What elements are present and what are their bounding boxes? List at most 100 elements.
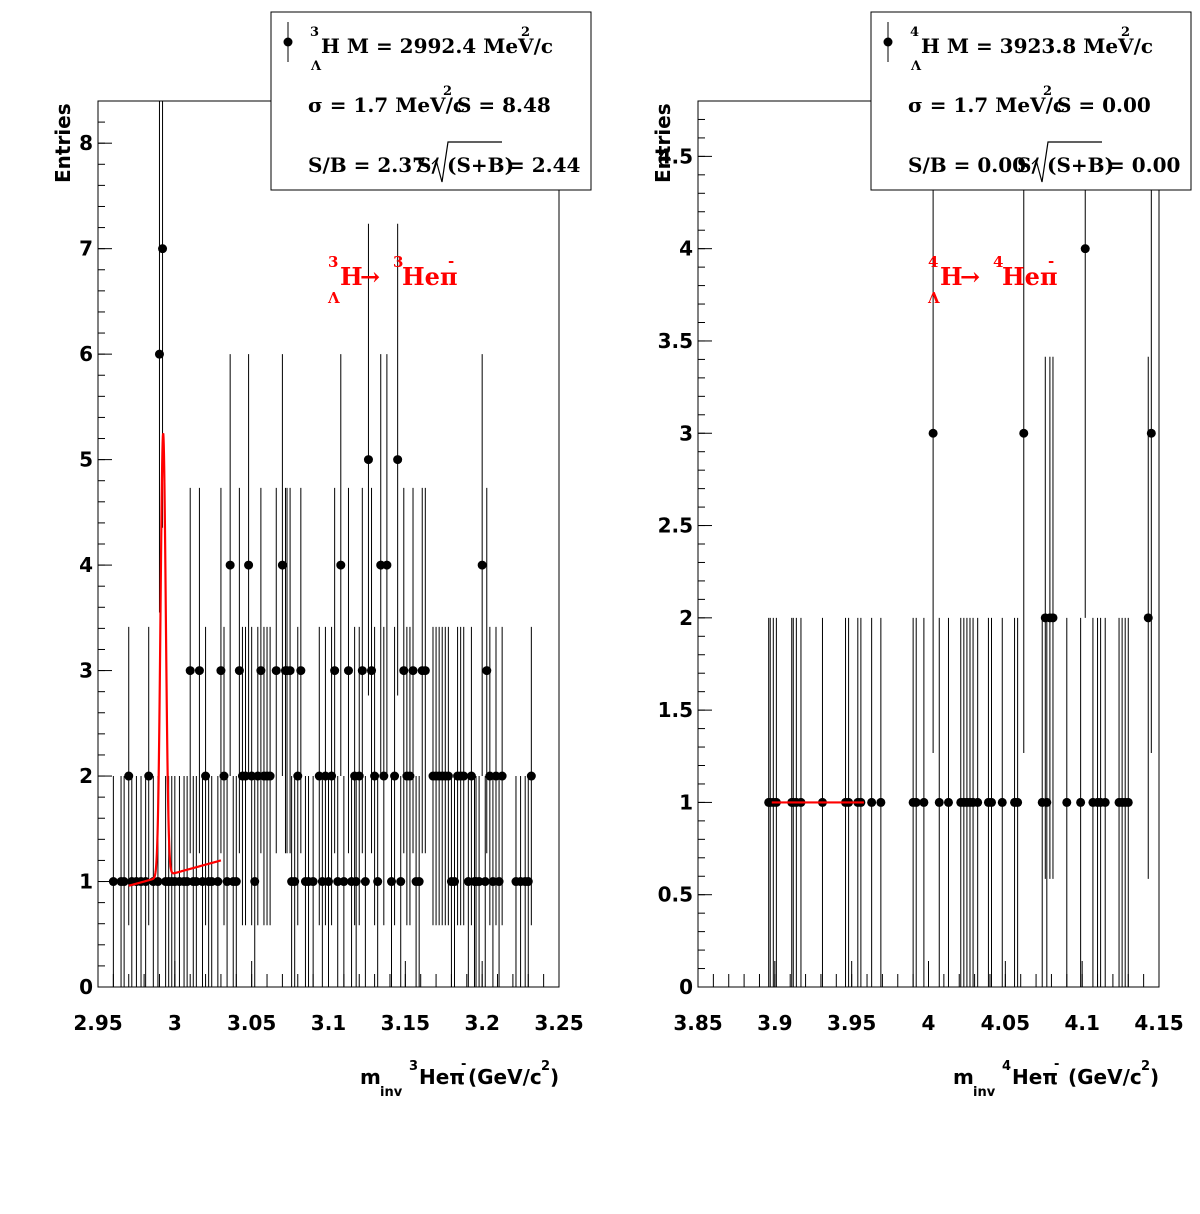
left-data-point	[277, 560, 287, 570]
left-stats-signal: S = 8.48	[457, 93, 551, 117]
left-data-point	[293, 771, 303, 781]
left-data-point	[330, 666, 340, 676]
left-fit-curve	[128, 433, 222, 887]
left-data-point	[387, 877, 397, 887]
left-xtick-label: 3.25	[534, 1011, 583, 1035]
left-panel: 2.95 3 3.05 3.1 3.15 3.2 3.25 0 1 2 3 4 5 6 7 8 Entrie…	[51, 11, 592, 1100]
right-stats-sig-prefix: S/	[1017, 153, 1039, 177]
right-xtick-label: 3.85	[673, 1011, 722, 1035]
right-data-point	[987, 797, 997, 807]
right-xtick-label: 4.15	[1134, 1011, 1183, 1035]
left-data-point	[144, 771, 154, 781]
left-ytick-label: 3	[79, 659, 93, 683]
left-data-point	[459, 771, 469, 781]
left-data-point	[443, 771, 453, 781]
right-decay-minus: -	[1048, 252, 1054, 270]
left-data-point	[265, 771, 275, 781]
left-data-point	[234, 666, 244, 676]
right-stats-sigma-sq: 2	[1043, 84, 1052, 99]
left-stats-box: 3 Λ H M = 2992.4 MeV/c 2 σ = 1.7 MeV/c 2…	[270, 11, 592, 191]
left-data-point	[339, 877, 349, 887]
left-data-point	[393, 455, 403, 465]
right-ytick-label: 4.5	[658, 144, 693, 168]
left-data-point	[357, 666, 367, 676]
left-data-point	[360, 877, 370, 887]
left-data-point	[414, 877, 424, 887]
left-data-point	[390, 771, 400, 781]
right-stats-mass-sq: 2	[1121, 25, 1130, 40]
right-panel: 3.85 3.9 3.95 4 4.05 4.1 4.15 0 0.5 1 1.5 2 2.5 3 3.5…	[651, 11, 1192, 1100]
left-ytick-label: 0	[79, 975, 93, 999]
left-data-point	[216, 666, 226, 676]
left-decay-he: Heπ	[402, 262, 458, 291]
left-data-point	[153, 877, 163, 887]
left-stats-iso: 3	[310, 25, 319, 40]
left-decay-lambda: Λ	[327, 289, 340, 307]
right-ytick-label: 3.5	[658, 329, 693, 353]
right-decay-label: 4 Λ H → 4 Heπ -	[927, 252, 1058, 307]
left-data-point	[526, 771, 536, 781]
left-data-point	[336, 560, 346, 570]
left-xlabel: m inv 3 Heπ - (GeV/c 2 )	[360, 1057, 559, 1100]
left-data-point	[494, 877, 504, 887]
right-decay-iso1: 4	[928, 253, 938, 271]
right-data-point	[911, 797, 921, 807]
right-xtick-label: 3.9	[757, 1011, 792, 1035]
left-decay-label: 3 Λ H → 3 Heπ -	[327, 252, 458, 307]
right-stats-sig-rad: (S+B)	[1047, 153, 1114, 177]
right-data-point	[943, 797, 953, 807]
left-data-point	[399, 666, 409, 676]
right-stats-sb: S/B = 0.00	[908, 153, 1026, 177]
left-data-point	[363, 455, 373, 465]
left-ytick-label: 5	[79, 448, 93, 472]
left-data-point	[370, 771, 380, 781]
left-data-point	[158, 244, 168, 254]
left-data-point	[194, 666, 204, 676]
left-data-point	[405, 771, 415, 781]
left-data-point	[396, 877, 406, 887]
right-data-point	[1080, 244, 1090, 254]
left-data-point	[466, 771, 476, 781]
right-xlabel-m: m	[953, 1065, 974, 1089]
left-data-point	[244, 560, 254, 570]
right-data-point	[1042, 797, 1052, 807]
left-data-point	[213, 877, 223, 887]
left-data-point	[185, 666, 195, 676]
right-data-point	[867, 797, 877, 807]
right-ytick-label: 0	[679, 975, 693, 999]
right-ytick-label: 2	[679, 606, 693, 630]
left-data-point	[324, 877, 333, 887]
left-data-point	[354, 771, 364, 781]
left-data-point	[296, 666, 306, 676]
left-stats-sqrt	[431, 141, 502, 183]
right-decay-iso2: 4	[993, 253, 1003, 271]
right-xtick-label: 4.05	[981, 1011, 1030, 1035]
right-ytick-label: 3	[679, 421, 693, 445]
left-data-point	[290, 877, 300, 887]
left-xlabel-iso: 3	[409, 1059, 418, 1074]
left-stats-sigma: σ = 1.7 MeV/c	[308, 93, 465, 117]
right-stats-lambda: Λ	[910, 59, 922, 74]
left-data-point	[477, 560, 487, 570]
right-xlabel-unit: (GeV/c	[1068, 1065, 1142, 1089]
right-stats-signal: S = 0.00	[1057, 93, 1151, 117]
left-stats-mass: H M = 2992.4 MeV/c	[321, 34, 553, 58]
left-xtick-label: 3.2	[464, 1011, 499, 1035]
left-legend-marker	[283, 37, 293, 47]
left-xtick-label: 3	[168, 1011, 182, 1035]
left-data-point	[285, 666, 295, 676]
right-data-point	[928, 428, 938, 438]
right-xlabel-body: Heπ	[1012, 1065, 1058, 1089]
left-data-point	[327, 771, 337, 781]
right-xlabel-close: )	[1150, 1065, 1159, 1089]
left-data-point	[201, 771, 211, 781]
left-stats-sig-prefix: S/	[417, 153, 439, 177]
left-xlabel-close: )	[550, 1065, 559, 1089]
right-ytick-label: 2.5	[658, 514, 693, 538]
left-data-point	[382, 560, 392, 570]
left-data-point	[367, 666, 377, 676]
right-decay-lambda: Λ	[927, 289, 940, 307]
left-data-point	[308, 877, 318, 887]
left-xtick-label: 3.1	[311, 1011, 346, 1035]
left-data-point	[379, 771, 389, 781]
